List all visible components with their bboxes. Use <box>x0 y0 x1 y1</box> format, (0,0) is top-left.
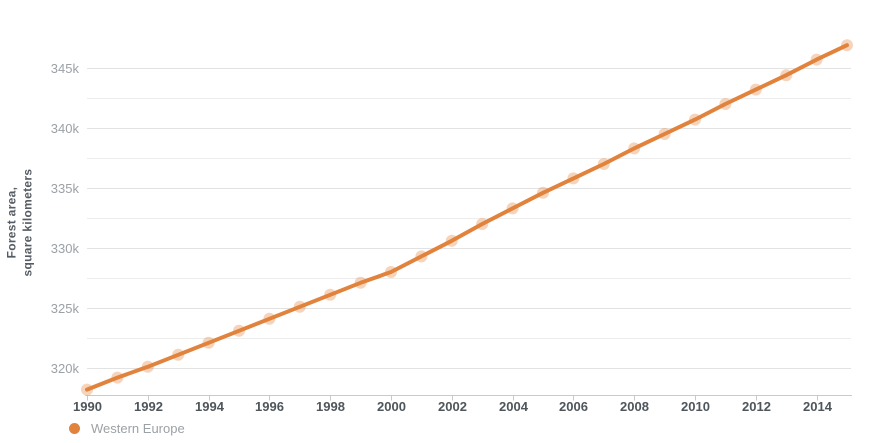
x-tick-label: 2012 <box>742 399 771 414</box>
x-tick-label: 2004 <box>499 399 529 414</box>
x-tick-label: 2002 <box>438 399 467 414</box>
x-tick-label: 2008 <box>620 399 649 414</box>
y-tick-label: 340k <box>51 121 80 136</box>
x-tick-label: 1992 <box>134 399 163 414</box>
x-tick-label: 2010 <box>681 399 710 414</box>
x-tick-label: 2000 <box>377 399 406 414</box>
legend-marker-icon <box>69 423 80 434</box>
legend-item-western-europe[interactable]: Western Europe <box>69 421 185 436</box>
data-line-western-europe <box>85 43 849 392</box>
x-tick-label: 1996 <box>255 399 284 414</box>
x-tick-label: 2006 <box>559 399 588 414</box>
y-tick-label: 335k <box>51 181 80 196</box>
y-tick-label: 345k <box>51 61 80 76</box>
x-tick-label: 1990 <box>73 399 102 414</box>
y-tick-label: 320k <box>51 361 80 376</box>
legend-label: Western Europe <box>91 421 185 436</box>
x-tick-label: 2014 <box>803 399 833 414</box>
x-tick-label: 1998 <box>316 399 345 414</box>
x-tick-label: 1994 <box>195 399 225 414</box>
y-tick-label: 325k <box>51 301 80 316</box>
y-tick-label: 330k <box>51 241 80 256</box>
